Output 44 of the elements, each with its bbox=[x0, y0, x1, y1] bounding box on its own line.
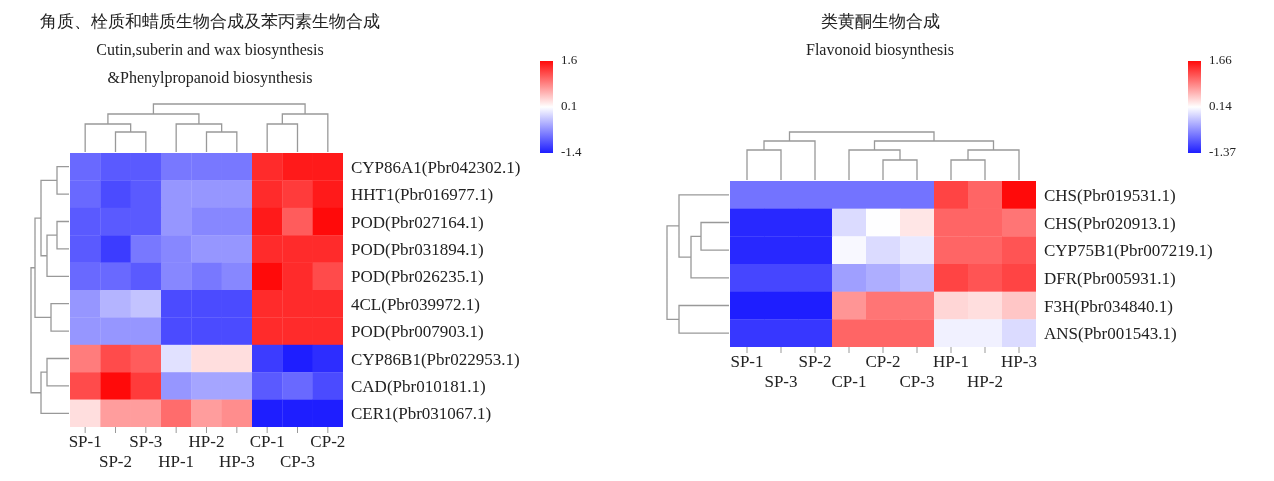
y-tick-label: ANS(Pbr001543.1) bbox=[1044, 324, 1177, 344]
x-tick-label: HP-2 bbox=[967, 372, 1003, 391]
x-tick-label: HP-1 bbox=[933, 352, 969, 371]
x-tick-label: SP-2 bbox=[798, 352, 832, 371]
y-tick-label: POD(Pbr027164.1) bbox=[351, 212, 484, 232]
y-tick-label: CHS(Pbr019531.1) bbox=[1044, 185, 1176, 205]
y-tick-label: CYP86B1(Pbr022953.1) bbox=[351, 349, 520, 369]
color-bar-label: 1.66 bbox=[1209, 51, 1233, 67]
x-tick-label: CP-1 bbox=[831, 372, 867, 391]
y-tick-label: CER1(Pbr031067.1) bbox=[351, 404, 492, 424]
x-tick-label: HP-3 bbox=[1001, 352, 1037, 371]
x-tick-label: SP-3 bbox=[129, 432, 163, 451]
x-tick-label: SP-1 bbox=[68, 432, 102, 451]
y-tick-label: POD(Pbr031894.1) bbox=[351, 239, 484, 259]
y-tick-label: CYP86A1(Pbr042302.1) bbox=[351, 157, 521, 177]
color-bar-label: 0.14 bbox=[1209, 98, 1233, 114]
y-tick-label: POD(Pbr026235.1) bbox=[351, 267, 484, 287]
color-bar-label: 0.1 bbox=[561, 97, 578, 113]
color-bar-label: -1.4 bbox=[561, 143, 583, 159]
x-tick-label: HP-1 bbox=[158, 452, 195, 471]
x-tick-label: SP-1 bbox=[730, 352, 764, 371]
x-tick-label: CP-3 bbox=[280, 452, 315, 471]
chart-title: 角质、栓质和蜡质生物合成及苯丙素生物合成 bbox=[39, 11, 381, 33]
chart-subtitle: Cutin,suberin and wax biosynthesis &Phenylpropanoid biosynthesis bbox=[95, 40, 325, 89]
y-tick-label: 4CL(Pbr039972.1) bbox=[351, 294, 480, 314]
x-tick-label: CP-2 bbox=[310, 432, 346, 451]
y-tick-label: CAD(Pbr010181.1) bbox=[351, 376, 486, 396]
y-tick-label: HHT1(Pbr016977.1) bbox=[351, 185, 494, 205]
y-tick-label: POD(Pbr007903.1) bbox=[351, 322, 484, 342]
x-tick-label: CP-3 bbox=[899, 372, 935, 391]
x-tick-label: HP-3 bbox=[218, 452, 255, 471]
chart-title: 类黄酮生物合成 bbox=[819, 11, 941, 33]
x-tick-label: SP-2 bbox=[98, 452, 133, 471]
chart-subtitle: Flavonoid biosynthesis bbox=[805, 40, 955, 61]
color-bar-label: -1.37 bbox=[1209, 143, 1237, 159]
x-tick-label: HP-2 bbox=[188, 432, 225, 451]
color-bar-label: 1.6 bbox=[561, 51, 578, 67]
y-tick-label: CYP75B1(Pbr007219.1) bbox=[1044, 241, 1213, 261]
y-tick-label: DFR(Pbr005931.1) bbox=[1044, 268, 1176, 288]
x-tick-label: CP-1 bbox=[249, 432, 285, 451]
x-tick-label: SP-3 bbox=[764, 372, 798, 391]
y-tick-label: F3H(Pbr034840.1) bbox=[1044, 296, 1173, 316]
y-tick-label: CHS(Pbr020913.1) bbox=[1044, 213, 1176, 233]
x-tick-label: CP-2 bbox=[865, 352, 901, 371]
